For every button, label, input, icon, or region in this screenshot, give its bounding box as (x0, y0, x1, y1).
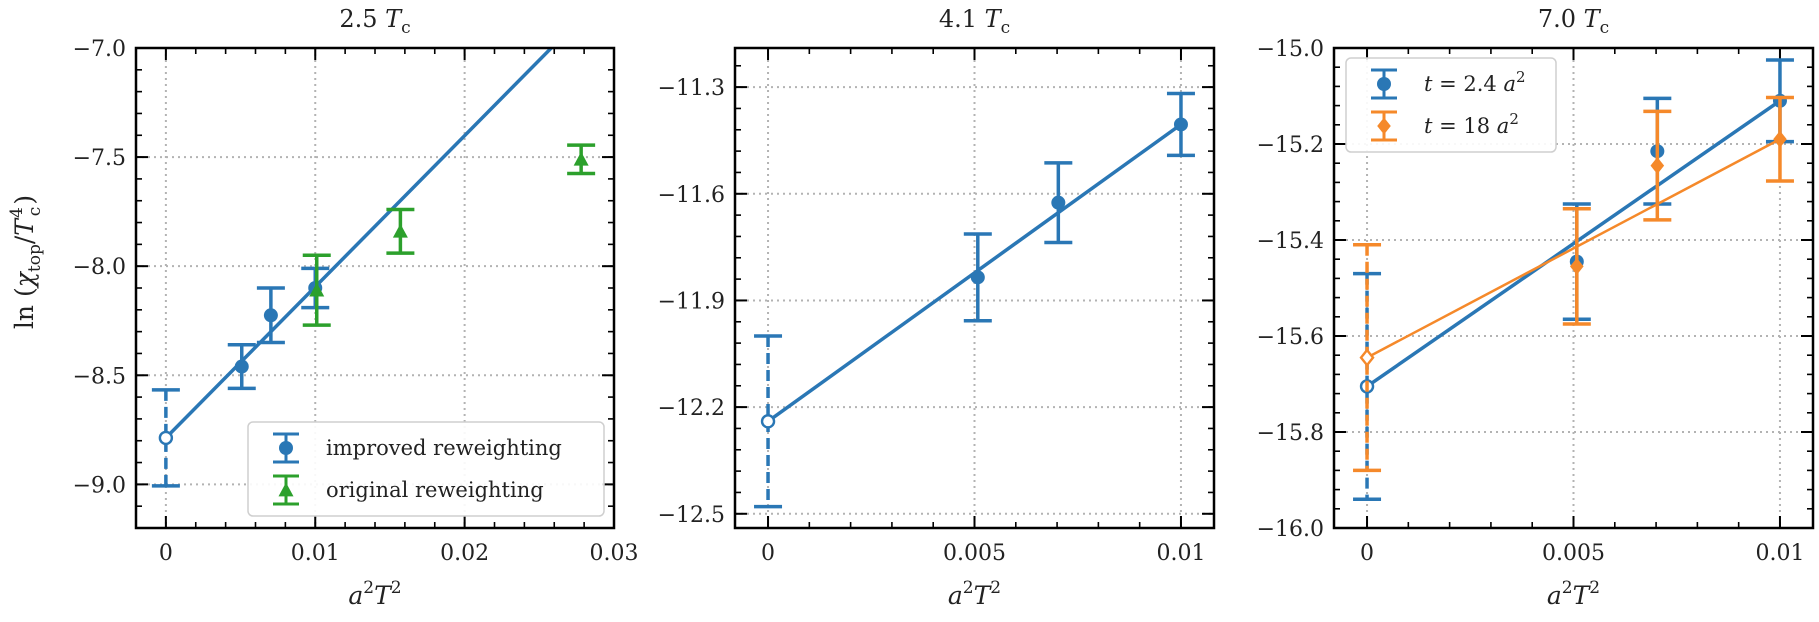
plot-frame (134, 46, 616, 530)
x-axis-label: a2T2 (348, 578, 401, 610)
x-tick-label: 0.01 (1755, 541, 1804, 566)
y-tick-label: −12.2 (658, 396, 725, 421)
data-point (970, 270, 985, 285)
legend: t = 2.4 a2 t = 18 a2 (1345, 57, 1557, 153)
data-layer (1353, 58, 1794, 501)
legend-box (247, 421, 605, 517)
y-tick-label: −16.0 (1257, 517, 1324, 542)
y-tick-label: −11.6 (658, 183, 725, 208)
legend-label: t = 18 a2 (1424, 110, 1519, 138)
y-axis-label: ln(χtop/T4c) (7, 195, 45, 329)
panel-title: 7.0 Tc (1538, 5, 1609, 38)
x-tick-label: 0.02 (440, 541, 489, 566)
y-tick-label: −9.0 (73, 473, 126, 498)
x-axis-label: a2T2 (1547, 578, 1600, 610)
data-point (263, 308, 278, 323)
panel-title: 4.1 Tc (939, 5, 1010, 38)
legend-entry: t = 2.4 a2 (1371, 68, 1526, 100)
y-tick-label: −12.5 (658, 503, 725, 528)
plot-frame (733, 46, 1216, 530)
y-tick-label: −15.0 (1257, 37, 1324, 62)
panel-1: 0 0.01 0.02 0.03 −9.0 −8.5 −8.0 −7.5 −7.0 2.5 Tc a… (73, 5, 639, 610)
panels: 0 0.01 0.02 0.03 −9.0 −8.5 −8.0 −7.5 −7.0 2.5 Tc a… (73, 5, 1815, 610)
data-point (1051, 195, 1066, 210)
fit-line (1366, 99, 1781, 388)
legend-box (1345, 57, 1557, 153)
y-tick-label: −7.0 (73, 37, 126, 62)
y-tick-label: −11.3 (658, 76, 725, 101)
data-point (234, 359, 249, 374)
extrapolated-point (158, 430, 174, 446)
data-point (309, 282, 325, 297)
legend-marker (278, 482, 294, 497)
extrapolated-point (760, 414, 776, 429)
data-point (1173, 117, 1188, 132)
series-1 (754, 91, 1195, 509)
x-tick-label: 0.005 (943, 541, 1006, 566)
x-tick-label: 0.005 (1542, 541, 1605, 566)
x-tick-label: 0 (159, 541, 173, 566)
plot-frame (1332, 46, 1815, 530)
fit-line (164, 48, 553, 440)
legend-marker (1377, 117, 1391, 135)
y-tick-label: −7.5 (73, 146, 126, 171)
extrapolated-point (1359, 348, 1375, 368)
legend-marker (1377, 77, 1391, 91)
series-2 (1353, 95, 1794, 473)
y-tick-label: −15.6 (1257, 325, 1324, 350)
legend-label: improved reweighting (326, 436, 562, 460)
data-layer (754, 91, 1195, 509)
legend-entry: original reweighting (273, 474, 544, 506)
y-tick-label: −15.4 (1257, 229, 1324, 254)
y-tick-label: −8.5 (73, 364, 126, 389)
panel-title: 2.5 Tc (339, 5, 410, 38)
data-layer (151, 48, 596, 488)
y-tick-label: −11.9 (658, 289, 725, 314)
panel-3: 0 0.005 0.01 −16.0 −15.8 −15.6 −15.4 −15.2 −15.0… (1257, 5, 1815, 610)
y-tick-label: −15.8 (1257, 421, 1324, 446)
legend-label: t = 2.4 a2 (1424, 68, 1526, 96)
panel-2: 0 0.005 0.01 −12.5 −12.2 −11.9 −11.6 −11.3 4.1 T… (658, 5, 1216, 610)
data-point (573, 151, 589, 166)
y-tick-label: −15.2 (1257, 133, 1324, 158)
legend-entry: t = 18 a2 (1371, 110, 1519, 142)
x-axis-label: a2T2 (948, 578, 1001, 610)
legend-marker (279, 441, 293, 455)
data-point (1650, 157, 1665, 175)
y-tick-label: −8.0 (73, 255, 126, 280)
fit-line (1366, 138, 1781, 359)
x-tick-label: 0.01 (1156, 541, 1205, 566)
x-tick-label: 0 (1360, 541, 1374, 566)
legend-label: original reweighting (326, 478, 544, 502)
series-2 (302, 143, 596, 327)
data-point (392, 223, 408, 238)
legend: improved reweighting original reweighting (247, 421, 605, 517)
data-point (1773, 130, 1787, 148)
x-tick-label: 0 (761, 541, 775, 566)
x-tick-label: 0.01 (291, 541, 340, 566)
legend-entry: improved reweighting (273, 432, 562, 464)
data-point (1570, 257, 1584, 275)
x-tick-label: 0.03 (590, 541, 639, 566)
